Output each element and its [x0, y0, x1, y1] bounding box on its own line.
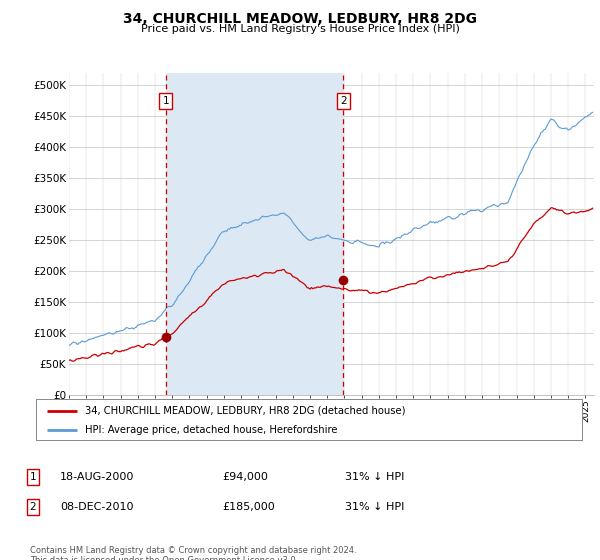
Text: 2: 2: [340, 96, 347, 106]
Text: HPI: Average price, detached house, Herefordshire: HPI: Average price, detached house, Here…: [85, 424, 338, 435]
Bar: [166, 73, 343, 395]
Text: 18-AUG-2000: 18-AUG-2000: [60, 472, 134, 482]
Text: 31% ↓ HPI: 31% ↓ HPI: [345, 502, 404, 512]
Text: 34, CHURCHILL MEADOW, LEDBURY, HR8 2DG (detached house): 34, CHURCHILL MEADOW, LEDBURY, HR8 2DG (…: [85, 405, 406, 416]
Text: £94,000: £94,000: [222, 472, 268, 482]
Text: 31% ↓ HPI: 31% ↓ HPI: [345, 472, 404, 482]
Text: 34, CHURCHILL MEADOW, LEDBURY, HR8 2DG: 34, CHURCHILL MEADOW, LEDBURY, HR8 2DG: [123, 12, 477, 26]
Text: 1: 1: [29, 472, 37, 482]
Text: £185,000: £185,000: [222, 502, 275, 512]
Text: 08-DEC-2010: 08-DEC-2010: [60, 502, 133, 512]
Text: Contains HM Land Registry data © Crown copyright and database right 2024.
This d: Contains HM Land Registry data © Crown c…: [30, 546, 356, 560]
Text: Price paid vs. HM Land Registry's House Price Index (HPI): Price paid vs. HM Land Registry's House …: [140, 24, 460, 34]
Text: 1: 1: [163, 96, 169, 106]
Text: 2: 2: [29, 502, 37, 512]
